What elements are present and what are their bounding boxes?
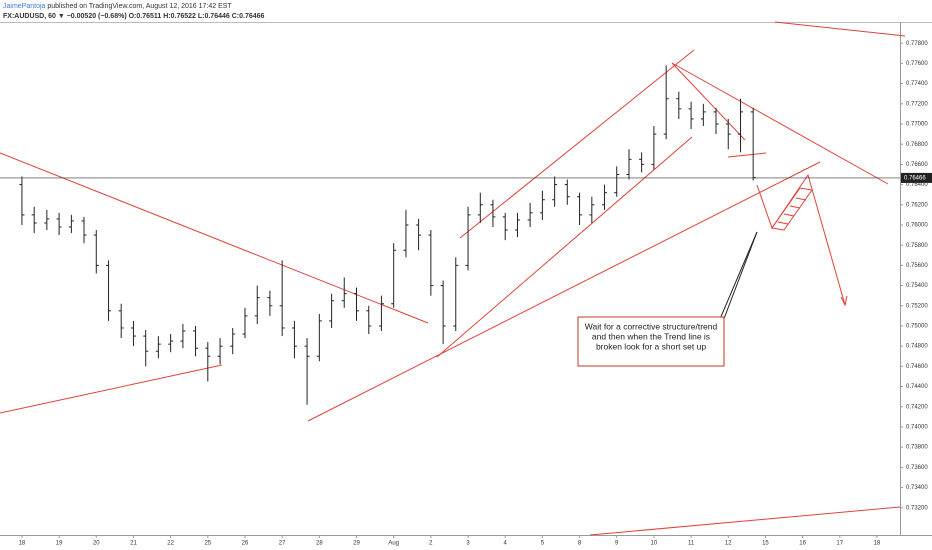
y-tick-label: 0.77600 xyxy=(906,61,928,67)
y-tick-label: 0.74800 xyxy=(906,344,928,350)
x-tick-label: 3 xyxy=(466,541,470,547)
y-tick-label: 0.74600 xyxy=(906,364,928,370)
x-tick-label: Aug xyxy=(388,541,399,547)
annotation-line: Wait for a corrective structure/trend xyxy=(585,321,718,331)
channel-hatch xyxy=(777,197,807,225)
x-tick-label: 4 xyxy=(504,541,508,547)
header-line-1: JaimePantoja published on TradingView.co… xyxy=(3,3,232,10)
symbol-info: FX:AUDUSD, 60 ▼ −0.00520 (−0.68%) O:0.76… xyxy=(3,13,265,20)
y-tick-label: 0.75400 xyxy=(906,283,928,289)
trend-line xyxy=(727,152,767,158)
trend-line xyxy=(436,136,693,358)
price-bars xyxy=(19,65,756,405)
x-tick-label: 27 xyxy=(279,541,286,547)
x-tick-label: 17 xyxy=(836,541,843,547)
y-tick-label: 0.75200 xyxy=(906,303,928,309)
y-tick-label: 0.74200 xyxy=(906,404,928,410)
y-tick-label: 0.74400 xyxy=(906,384,928,390)
x-tick-label: 12 xyxy=(725,541,732,547)
trend-line xyxy=(459,49,695,239)
x-tick-label: 18 xyxy=(874,541,881,547)
y-tick-label: 0.77000 xyxy=(906,122,928,128)
x-tick-label: 8 xyxy=(578,541,582,547)
y-tick-label: 0.77200 xyxy=(906,101,928,107)
x-tick-label: 25 xyxy=(204,541,211,547)
x-tick-label: 26 xyxy=(242,541,249,547)
y-tick-label: 0.76800 xyxy=(906,142,928,148)
x-tick-label: 16 xyxy=(799,541,806,547)
y-tick-label: 0.74000 xyxy=(906,425,928,431)
annotation-line: and then when the Trend line is xyxy=(592,331,710,341)
y-tick-label: 0.75000 xyxy=(906,324,928,330)
y-tick-label: 0.73200 xyxy=(906,505,928,511)
last-price-label: 0.76466 xyxy=(904,175,926,181)
y-tick-label: 0.73600 xyxy=(906,465,928,471)
y-tick-label: 0.73400 xyxy=(906,485,928,491)
y-tick-label: 0.76200 xyxy=(906,202,928,208)
annotation-line: broken look for a short set up xyxy=(596,341,706,351)
y-tick-label: 0.73800 xyxy=(906,445,928,451)
y-tick-label: 0.75800 xyxy=(906,243,928,249)
x-tick-label: 20 xyxy=(93,541,100,547)
corrective-channel xyxy=(771,187,813,231)
trend-line xyxy=(589,506,901,536)
x-tick-label: 28 xyxy=(316,541,323,547)
y-tick-label: 0.77800 xyxy=(906,41,928,47)
x-tick-label: 10 xyxy=(651,541,658,547)
author: JaimePantoja xyxy=(3,3,46,10)
x-tick-label: 21 xyxy=(130,541,137,547)
y-tick-label: 0.76400 xyxy=(906,182,928,188)
trend-line xyxy=(0,364,223,414)
y-tick-label: 0.77400 xyxy=(906,81,928,87)
y-tick-label: 0.76000 xyxy=(906,223,928,229)
y-tick-label: 0.76600 xyxy=(906,162,928,168)
trend-line xyxy=(307,161,821,422)
published: published on TradingView.com, August 12,… xyxy=(47,3,232,10)
x-tick-label: 2 xyxy=(429,541,433,547)
projection-arrow xyxy=(840,295,848,307)
x-tick-label: 11 xyxy=(688,541,695,547)
x-tick-label: 19 xyxy=(56,541,63,547)
trend-line xyxy=(671,62,889,185)
x-tick-label: 29 xyxy=(353,541,360,547)
x-tick-label: 5 xyxy=(541,541,545,547)
x-tick-label: 15 xyxy=(762,541,769,547)
y-tick-label: 0.75600 xyxy=(906,263,928,269)
trend-line xyxy=(774,21,906,37)
x-tick-label: 9 xyxy=(615,541,619,547)
x-tick-label: 22 xyxy=(167,541,174,547)
callout-box xyxy=(577,316,725,367)
x-tick-label: 18 xyxy=(19,541,26,547)
last-price-tag xyxy=(901,172,932,183)
trend-line xyxy=(671,62,746,141)
